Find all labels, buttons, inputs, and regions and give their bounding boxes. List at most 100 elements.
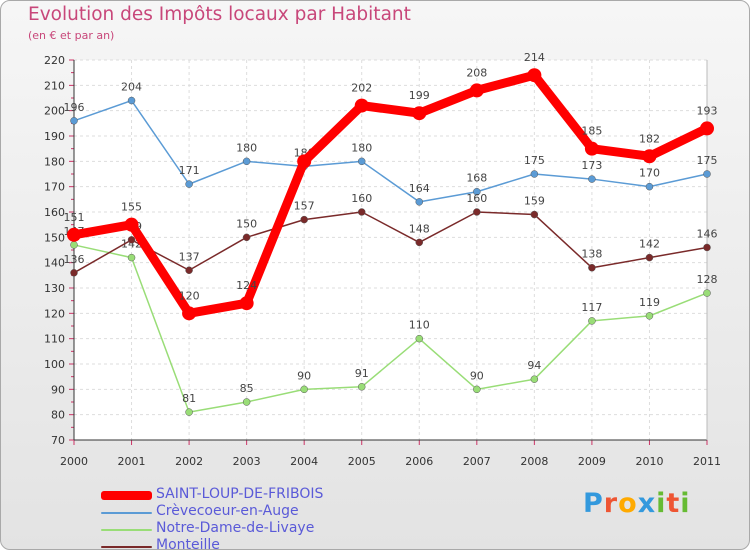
series-line-saint-loup-de-fribois: [69, 70, 712, 318]
data-point-monteille: [357, 208, 366, 216]
data-label-notre-dame-de-livaye: 119: [639, 296, 660, 309]
x-tick-label: 2009: [578, 455, 606, 468]
data-point-saint-loup-de-fribois: [469, 83, 484, 98]
legend-label: SAINT-LOUP-DE-FRIBOIS: [156, 486, 324, 502]
legend-label: Monteille: [156, 537, 220, 550]
logo-letter: t: [666, 488, 681, 519]
logo-letter: r: [603, 488, 619, 519]
legend-swatch: [101, 546, 152, 548]
x-tick-label: 2005: [348, 455, 376, 468]
data-point-saint-loup-de-fribois: [700, 121, 714, 136]
logo-letter: x: [637, 488, 657, 519]
data-point-notre-dame-de-livaye: [415, 334, 424, 343]
legend-label: Notre-Dame-de-Livaye: [156, 520, 315, 536]
data-point-cr-vecoeur-en-auge: [357, 157, 366, 166]
logo-letter: i: [656, 488, 667, 519]
data-label-notre-dame-de-livaye: 110: [409, 319, 430, 332]
data-label-cr-vecoeur-en-auge: 175: [697, 154, 718, 167]
data-label-monteille: 138: [581, 248, 602, 261]
data-label-monteille: 160: [466, 192, 487, 205]
data-label-notre-dame-de-livaye: 117: [581, 301, 602, 314]
data-point-saint-loup-de-fribois: [239, 296, 254, 311]
y-tick-label: 210: [44, 79, 65, 92]
series-line-cr-vecoeur-en-auge: [73, 99, 708, 203]
data-point-monteille: [127, 236, 136, 244]
data-label-notre-dame-de-livaye: 91: [355, 367, 369, 380]
data-point-monteille: [300, 215, 308, 224]
y-tick-label: 180: [44, 155, 65, 168]
data-point-monteille: [530, 210, 539, 219]
data-label-saint-loup-de-fribois: 155: [121, 201, 142, 214]
data-label-saint-loup-de-fribois: 202: [351, 82, 372, 95]
y-tick-label: 90: [51, 383, 65, 396]
x-tick-label: 2011: [693, 455, 721, 468]
data-point-cr-vecoeur-en-auge: [588, 175, 596, 183]
chart-title: Evolution des Impôts locaux par Habitant: [28, 4, 411, 25]
data-point-notre-dame-de-livaye: [185, 408, 193, 416]
chart-subtitle: (en € et par an): [28, 29, 115, 42]
data-point-notre-dame-de-livaye: [300, 385, 308, 394]
y-tick-label: 100: [44, 358, 65, 371]
x-tick-label: 2007: [463, 455, 491, 468]
data-label-notre-dame-de-livaye: 85: [240, 382, 254, 395]
y-tick-label: 70: [51, 434, 65, 447]
data-label-cr-vecoeur-en-auge: 173: [581, 159, 602, 172]
logo-letter: P: [583, 488, 604, 519]
y-tick-label: 220: [44, 54, 65, 67]
data-point-cr-vecoeur-en-auge: [70, 117, 78, 125]
data-label-cr-vecoeur-en-auge: 180: [236, 141, 257, 154]
data-point-notre-dame-de-livaye: [357, 383, 366, 391]
data-point-notre-dame-de-livaye: [645, 312, 654, 320]
data-label-saint-loup-de-fribois: 193: [697, 104, 718, 117]
data-label-cr-vecoeur-en-auge: 171: [179, 164, 200, 177]
y-tick-label: 160: [44, 206, 65, 219]
data-point-notre-dame-de-livaye: [70, 241, 78, 249]
data-label-saint-loup-de-fribois: 151: [64, 211, 85, 224]
data-point-notre-dame-de-livaye: [530, 375, 539, 383]
logo-letter: o: [618, 488, 638, 519]
data-point-monteille: [703, 243, 711, 252]
data-point-saint-loup-de-fribois: [67, 227, 81, 242]
data-label-monteille: 148: [409, 222, 430, 235]
legend-swatch: [101, 512, 152, 514]
data-label-saint-loup-de-fribois: 199: [409, 89, 430, 102]
data-point-cr-vecoeur-en-auge: [645, 182, 654, 191]
data-label-saint-loup-de-fribois: 208: [466, 66, 487, 79]
x-tick-label: 2000: [60, 455, 88, 468]
data-point-saint-loup-de-fribois: [297, 154, 312, 169]
x-tick-label: 2004: [290, 455, 318, 468]
data-label-monteille: 160: [351, 192, 372, 205]
data-label-cr-vecoeur-en-auge: 170: [639, 167, 660, 180]
data-point-monteille: [185, 266, 193, 275]
legend-swatch: [101, 491, 152, 500]
data-point-monteille: [242, 233, 251, 242]
data-point-notre-dame-de-livaye: [127, 253, 136, 262]
data-point-cr-vecoeur-en-auge: [530, 170, 539, 178]
logo-letter: i: [680, 488, 691, 519]
data-label-notre-dame-de-livaye: 90: [297, 369, 311, 382]
y-tick-label: 120: [44, 307, 65, 320]
data-point-saint-loup-de-fribois: [527, 68, 542, 83]
data-label-monteille: 136: [64, 253, 85, 266]
y-tick-label: 130: [44, 282, 65, 295]
data-label-notre-dame-de-livaye: 90: [470, 369, 484, 382]
y-tick-label: 110: [44, 333, 65, 346]
data-point-saint-loup-de-fribois: [412, 106, 427, 121]
data-point-cr-vecoeur-en-auge: [127, 96, 136, 105]
data-point-monteille: [645, 253, 654, 262]
plot-area: [74, 60, 707, 440]
data-point-cr-vecoeur-en-auge: [415, 198, 424, 206]
data-label-saint-loup-de-fribois: 182: [639, 132, 660, 145]
data-point-monteille: [415, 238, 424, 247]
data-point-cr-vecoeur-en-auge: [473, 187, 481, 196]
data-label-cr-vecoeur-en-auge: 196: [64, 101, 85, 114]
data-label-monteille: 146: [697, 227, 718, 240]
data-label-monteille: 142: [639, 238, 660, 251]
y-tick-label: 80: [51, 409, 65, 422]
x-tick-label: 2008: [520, 455, 548, 468]
data-label-cr-vecoeur-en-auge: 180: [351, 141, 372, 154]
y-tick-label: 200: [44, 105, 65, 118]
data-point-saint-loup-de-fribois: [124, 217, 139, 232]
